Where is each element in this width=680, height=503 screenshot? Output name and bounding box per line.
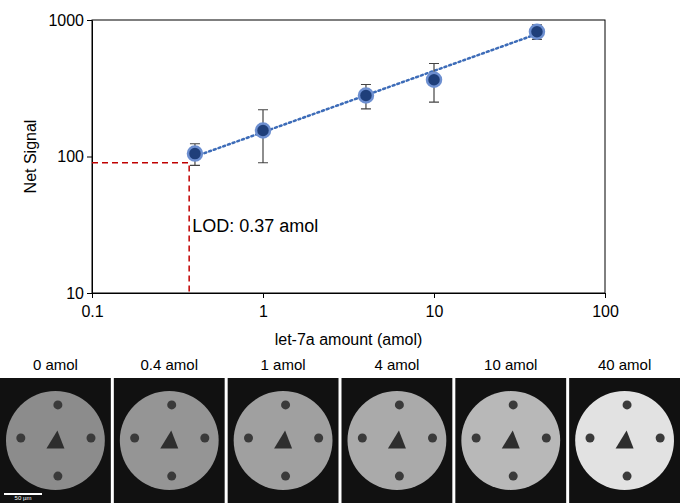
well	[461, 391, 560, 490]
x-tick-mark	[605, 293, 606, 298]
image-panel	[114, 378, 225, 503]
x-tick-label: 10	[426, 303, 444, 320]
x-tick: 1	[259, 293, 268, 320]
panel-label: 4 amol	[374, 356, 419, 373]
marker-spot	[585, 434, 594, 443]
well	[348, 391, 447, 490]
panel-background	[342, 378, 453, 503]
marker-spot	[130, 434, 139, 443]
lod-label: LOD: 0.37 amol	[192, 216, 318, 236]
image-panel	[455, 378, 566, 503]
marker-spot	[428, 434, 437, 443]
x-tick-label: 0.1	[81, 303, 103, 320]
marker-triangle	[616, 431, 634, 449]
marker-spot	[167, 400, 176, 409]
panel-background	[228, 378, 339, 503]
marker-spot	[16, 434, 25, 443]
y-tick-mark	[87, 293, 92, 294]
marker-spot	[509, 472, 518, 481]
trendline	[195, 34, 537, 157]
panel-label: 40 amol	[598, 356, 651, 373]
scale-bar-label: 50 µm	[15, 495, 32, 501]
panel-label: 10 amol	[484, 356, 537, 373]
x-tick: 10	[426, 293, 444, 320]
data-point	[256, 124, 270, 138]
panel-label: 0 amol	[33, 356, 78, 373]
marker-spot	[244, 434, 253, 443]
y-tick: 10	[66, 285, 92, 302]
marker-triangle	[46, 431, 64, 449]
marker-triangle	[274, 431, 292, 449]
x-tick-mark	[434, 293, 435, 298]
marker-spot	[281, 400, 290, 409]
y-tick-label: 10	[66, 285, 84, 302]
image-panel: 50 µm	[0, 378, 111, 503]
y-tick-mark	[87, 157, 92, 158]
data-point	[530, 25, 544, 39]
marker-spot	[358, 434, 367, 443]
marker-spot	[200, 434, 209, 443]
well	[120, 391, 219, 490]
marker-spot	[86, 434, 95, 443]
image-panel	[569, 378, 680, 503]
marker-spot	[542, 434, 551, 443]
marker-spot	[623, 400, 632, 409]
x-tick: 100	[592, 293, 619, 320]
panel-label: 1 amol	[261, 356, 306, 373]
data-point	[359, 88, 373, 102]
y-axis-line	[92, 21, 93, 294]
x-tick-label: 100	[592, 303, 619, 320]
marker-spot	[167, 472, 176, 481]
panel-background	[455, 378, 566, 503]
image-panel	[342, 378, 453, 503]
panel-background	[0, 378, 111, 503]
y-tick: 1000	[48, 12, 92, 29]
x-axis-title: let-7a amount (amol)	[275, 331, 423, 348]
marker-spot	[53, 400, 62, 409]
marker-spot	[623, 472, 632, 481]
lod-lines	[92, 163, 189, 293]
marker-spot	[53, 472, 62, 481]
panel-background	[569, 378, 680, 503]
y-tick: 100	[57, 148, 92, 165]
well	[6, 391, 105, 490]
plot-frame	[92, 20, 605, 293]
marker-spot	[509, 400, 518, 409]
lod-line	[92, 163, 189, 293]
x-tick: 0.1	[81, 293, 103, 320]
y-axis-title: Net Signal	[22, 120, 39, 194]
marker-triangle	[388, 431, 406, 449]
x-tick-mark	[92, 293, 93, 298]
well	[575, 391, 674, 490]
panel-background	[114, 378, 225, 503]
marker-spot	[656, 434, 665, 443]
marker-spot	[395, 400, 404, 409]
image-panel	[228, 378, 339, 503]
x-axis-line	[93, 293, 606, 294]
marker-spot	[281, 472, 290, 481]
panel-label: 0.4 amol	[140, 356, 198, 373]
marker-triangle	[502, 431, 520, 449]
y-axis: 10 100 1000	[48, 12, 92, 302]
marker-triangle	[160, 431, 178, 449]
figure: 0.1 1 10 100 10 100 1000 let-7a amount (amol) Ne…	[0, 0, 680, 503]
data-point	[188, 147, 202, 161]
data-point	[427, 73, 441, 87]
plot-area	[188, 25, 544, 166]
marker-spot	[314, 434, 323, 443]
marker-spot	[395, 472, 404, 481]
y-tick-label: 100	[57, 148, 84, 165]
x-tick-label: 1	[259, 303, 268, 320]
marker-spot	[472, 434, 481, 443]
well	[234, 391, 333, 490]
y-tick-label: 1000	[48, 12, 84, 29]
y-tick-mark	[87, 20, 92, 21]
x-tick-mark	[263, 293, 264, 298]
x-axis: 0.1 1 10 100	[81, 293, 619, 320]
